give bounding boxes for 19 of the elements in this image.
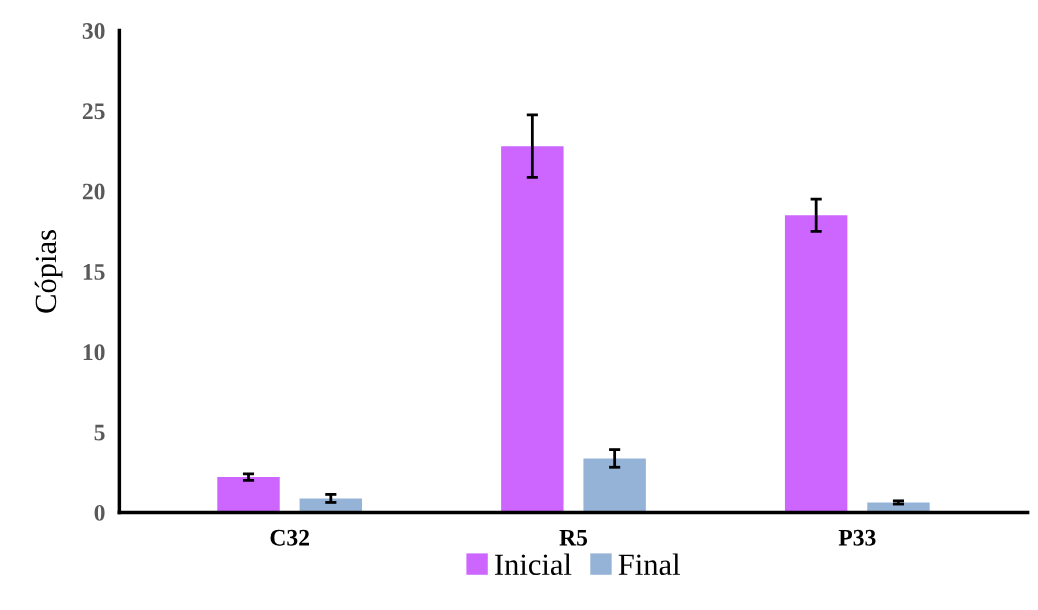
y-tick-label: 20: [82, 183, 105, 200]
legend-label: Final: [618, 553, 680, 576]
bar: [784, 215, 848, 513]
y-tick-label: 5: [94, 424, 105, 441]
y-tick-label: 25: [82, 103, 105, 120]
bar: [501, 146, 564, 513]
y-tick-label: 10: [83, 344, 105, 361]
x-tick-label: C32: [270, 529, 309, 546]
y-tick-label: 15: [83, 264, 105, 280]
bar: [217, 477, 280, 513]
bar: [299, 498, 363, 513]
bar: [583, 458, 646, 513]
y-tick-label: 0: [94, 504, 105, 521]
y-axis-title: Cópias: [34, 230, 63, 313]
x-tick-label: R5: [559, 529, 588, 546]
legend-label: Inicial: [495, 553, 572, 576]
y-tick-label: 30: [82, 22, 105, 39]
bar: [867, 502, 930, 513]
x-tick-label: P33: [838, 529, 876, 546]
